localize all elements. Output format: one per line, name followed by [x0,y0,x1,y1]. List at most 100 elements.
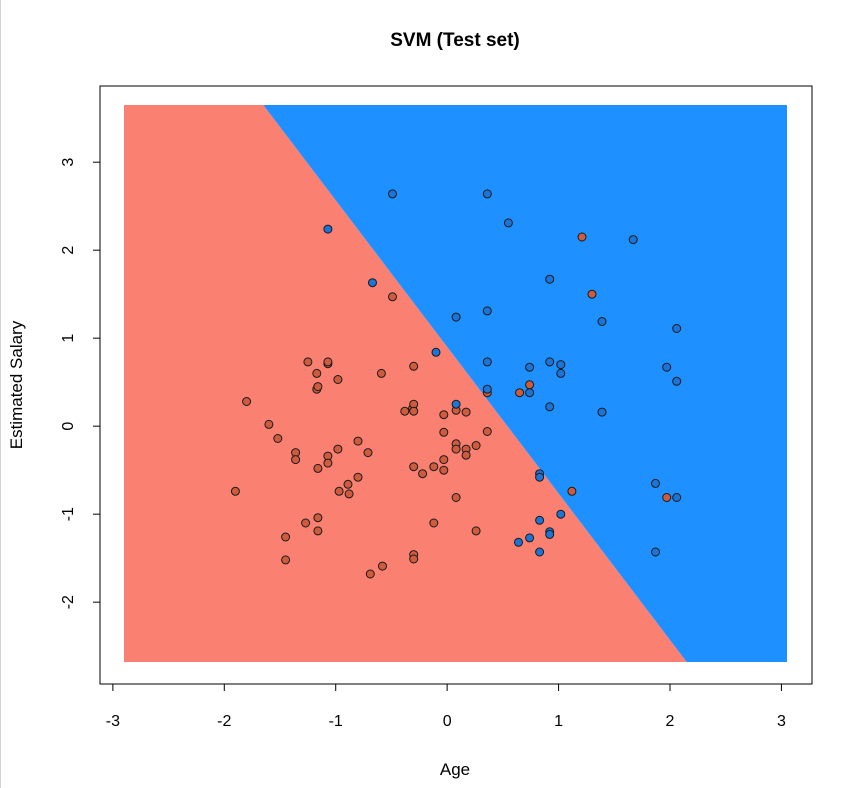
data-point-class-1 [368,278,377,288]
data-point-class-0 [230,486,240,496]
data-point-class-1 [545,357,555,367]
data-point-class-0 [388,292,397,302]
y-tick-label: -2 [60,595,77,609]
data-point-class-1 [482,357,492,367]
data-point-class-1 [628,235,638,245]
data-point-class-0 [409,462,419,472]
data-point-class-1 [482,384,492,394]
data-point-class-0 [313,526,323,536]
data-point-class-0 [525,380,535,390]
data-point-class-0 [303,357,313,367]
data-point-class-0 [353,436,363,446]
data-point-class-0 [242,397,252,406]
data-point-class-0 [482,427,492,436]
data-point-class-0 [409,406,419,416]
data-point-class-0 [471,441,481,450]
region-class-0 [124,105,687,662]
data-point-class-0 [291,455,301,465]
y-tick-label: -1 [60,507,77,521]
data-point-class-1 [503,218,513,228]
y-axis: -2 -1 0 1 2 3 [60,158,101,609]
data-point-class-0 [577,232,587,242]
data-point-class-0 [343,479,353,489]
data-point-class-0 [451,493,461,502]
data-point-class-1 [482,189,492,199]
window-edge [0,0,1,788]
data-point-class-0 [471,526,481,536]
y-tick-label: 3 [60,158,77,167]
data-point-class-1 [525,362,535,372]
data-point-class-0 [439,427,449,437]
data-points [230,189,682,579]
y-tick-label: 1 [60,334,77,343]
data-point-class-0 [439,455,449,465]
data-point-class-0 [313,513,323,523]
data-point-class-0 [451,444,461,454]
data-point-class-1 [451,312,461,322]
data-point-class-0 [461,450,471,460]
data-point-class-1 [482,306,492,316]
data-point-class-0 [363,448,373,458]
data-point-class-0 [281,532,291,542]
x-tick-label: 3 [777,713,786,730]
data-point-class-0 [587,289,597,299]
data-point-class-0 [273,434,283,443]
data-point-class-1 [388,189,397,199]
data-point-class-1 [556,368,566,378]
data-point-class-1 [535,547,545,557]
y-tick-label: 2 [60,246,77,255]
data-point-class-1 [525,388,535,398]
data-point-class-0 [567,486,577,496]
data-point-class-1 [323,224,333,234]
chart-title: SVM (Test set) [390,30,520,51]
x-axis-label: Age [440,760,470,779]
data-point-class-0 [409,554,419,564]
data-point-class-1 [651,478,660,488]
data-point-class-1 [451,399,461,409]
x-tick-label: 1 [554,713,563,730]
data-point-class-0 [344,489,354,499]
data-point-class-0 [264,419,274,429]
data-point-class-0 [400,406,410,416]
data-point-class-1 [556,360,566,370]
data-point-class-1 [545,402,555,412]
data-point-class-1 [535,472,545,482]
data-point-class-1 [597,407,607,417]
data-point-class-1 [597,317,607,326]
data-point-class-1 [672,376,682,386]
data-point-class-0 [301,518,311,528]
data-point-class-0 [409,361,419,371]
x-tick-label: 0 [443,713,452,730]
data-point-class-1 [662,362,672,372]
data-point-class-0 [281,555,291,565]
decision-regions [124,105,787,662]
data-point-class-0 [429,518,439,528]
data-point-class-0 [333,444,343,454]
data-point-class-0 [334,486,344,496]
x-tick-label: -2 [217,713,231,730]
data-point-class-1 [672,324,682,333]
data-point-class-0 [461,407,471,417]
data-point-class-1 [556,509,566,519]
data-point-class-1 [525,533,535,543]
data-point-class-1 [545,274,555,284]
data-point-class-0 [662,493,672,502]
data-point-class-0 [313,382,323,392]
data-point-class-0 [313,463,323,473]
data-point-class-1 [514,537,523,547]
y-tick-label: 0 [60,422,77,431]
data-point-class-0 [429,462,439,472]
data-point-class-1 [545,529,555,539]
data-point-class-0 [439,465,449,475]
x-tick-label: -3 [106,713,120,730]
x-tick-label: -1 [329,713,343,730]
data-point-class-0 [365,569,375,579]
data-point-class-1 [535,515,545,525]
data-point-class-0 [439,410,449,420]
y-axis-label: Estimated Salary [7,320,26,449]
data-point-class-0 [418,469,428,479]
data-point-class-0 [376,368,386,378]
data-point-class-0 [378,561,387,571]
region-class-1 [263,105,787,662]
